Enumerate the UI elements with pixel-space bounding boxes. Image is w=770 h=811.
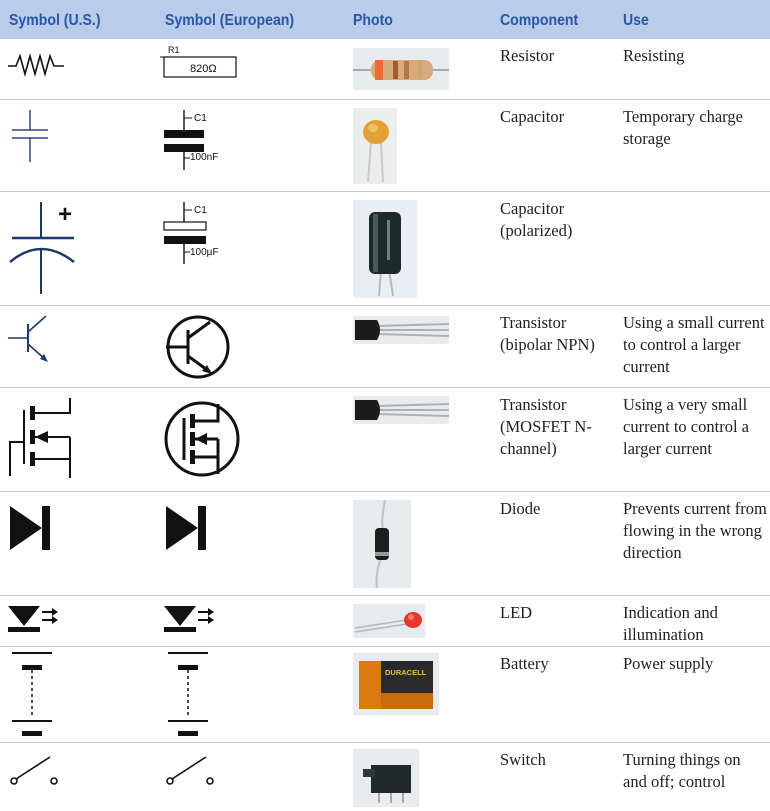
led-icon xyxy=(164,606,214,632)
capacitor-ref-label: C1 xyxy=(194,113,207,124)
header-symbol-us: Symbol (U.S.) xyxy=(9,12,101,29)
component-name: Battery xyxy=(500,654,549,673)
resistor-value-label: 820Ω xyxy=(190,63,217,75)
resistor-box-icon: R1 820Ω xyxy=(160,45,237,78)
plus-label: + xyxy=(58,201,72,228)
polarized-value-label: 100μF xyxy=(190,247,219,258)
switch-photo xyxy=(353,749,419,807)
header-use: Use xyxy=(623,12,649,29)
component-name: Resistor xyxy=(500,46,555,65)
battery-icon xyxy=(168,652,208,736)
table-row: Switch Turning things on and off; contro… xyxy=(0,743,770,811)
resistor-ref-label: R1 xyxy=(168,45,180,55)
component-name: Capacitor (polarized) xyxy=(500,199,573,240)
led-icon xyxy=(8,606,58,632)
battery-brand-label: DURACELL xyxy=(385,668,427,677)
battery-photo: DURACELL xyxy=(353,653,439,715)
npn-transistor-icon xyxy=(8,315,48,362)
table-header: Symbol (U.S.) Symbol (European) Photo Co… xyxy=(0,0,770,39)
header-photo: Photo xyxy=(353,12,393,29)
mosfet-icon xyxy=(9,398,71,478)
diode-photo xyxy=(353,500,411,588)
component-use: Indication and illumination xyxy=(623,603,718,644)
polarized-capacitor-photo xyxy=(353,200,417,298)
component-use: Turning things on and off; control xyxy=(623,750,741,791)
mosfet-photo xyxy=(353,396,449,424)
component-use: Temporary charge storage xyxy=(623,107,743,148)
capacitor-photo xyxy=(353,108,397,184)
polarized-capacitor-icon: C1 100μF xyxy=(163,202,219,264)
header-symbol-eu: Symbol (European) xyxy=(165,12,295,29)
mosfet-circle-icon xyxy=(164,401,240,477)
npn-transistor-circle-icon xyxy=(166,315,230,379)
component-use: Power supply xyxy=(623,654,714,673)
component-use: Using a very small current to control a … xyxy=(623,395,749,458)
table-row: Diode Prevents current from flowing in t… xyxy=(0,492,770,596)
component-name: Transistor (MOSFET N-channel) xyxy=(500,395,592,458)
header-component: Component xyxy=(500,12,579,29)
component-use: Resisting xyxy=(623,46,685,65)
component-name: LED xyxy=(500,603,533,622)
battery-icon xyxy=(12,652,52,736)
component-name: Capacitor xyxy=(500,107,565,126)
resistor-photo xyxy=(353,48,449,90)
table-row: LED Indication and illumination xyxy=(0,596,770,647)
polarized-ref-label: C1 xyxy=(194,205,207,216)
capacitor-icon xyxy=(12,110,48,162)
npn-transistor-photo xyxy=(353,316,449,344)
polarized-capacitor-icon: + xyxy=(9,201,75,294)
component-name: Switch xyxy=(500,750,546,769)
diode-icon xyxy=(10,506,50,550)
component-name: Diode xyxy=(500,499,541,518)
table-row: Transistor (MOSFET N-channel) Using a ve… xyxy=(0,388,770,492)
table-row: Transistor (bipolar NPN) Using a small c… xyxy=(0,306,770,388)
switch-icon xyxy=(10,756,58,785)
resistor-zigzag-icon xyxy=(8,53,64,77)
table-row: C1 100nF Capacitor Temporary charge stor… xyxy=(0,100,770,192)
component-name: Transistor (bipolar NPN) xyxy=(500,313,595,354)
table-row: DURACELL Battery Power supply xyxy=(0,647,770,743)
component-use: Prevents current from flowing in the wro… xyxy=(623,499,767,562)
component-use: Using a small current to control a large… xyxy=(623,313,765,376)
capacitor-value-label: 100nF xyxy=(190,152,218,163)
switch-icon xyxy=(166,756,214,785)
table-row: + C1 100μF Capacitor (polarized) xyxy=(0,192,770,306)
led-photo xyxy=(353,604,425,638)
capacitor-icon: C1 100nF xyxy=(164,110,218,170)
diode-icon xyxy=(166,506,206,550)
table-row: R1 820Ω Resistor Resisting xyxy=(0,39,770,100)
